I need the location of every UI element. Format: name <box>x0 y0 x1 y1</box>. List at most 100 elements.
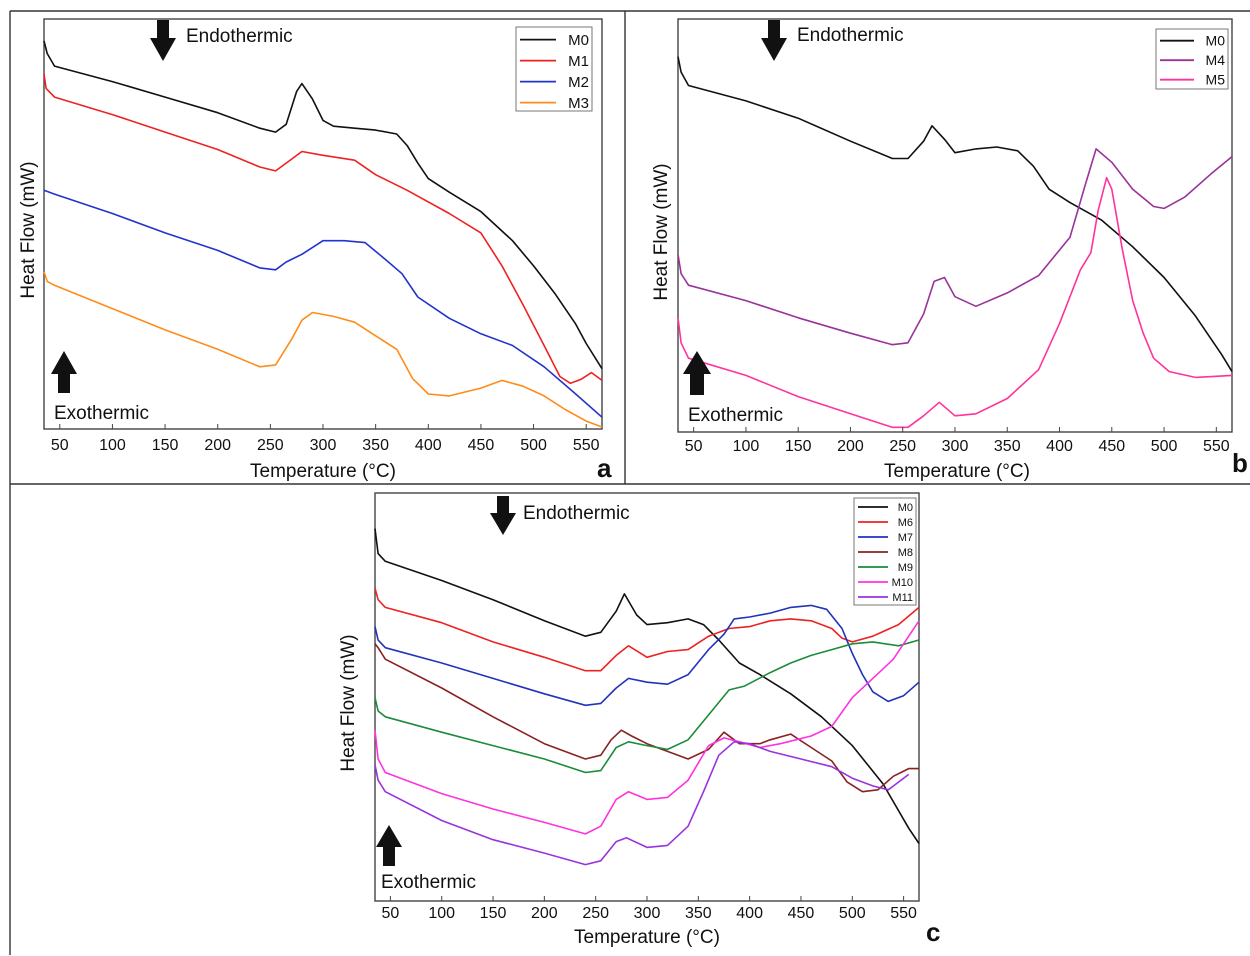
x-tick-label: 550 <box>573 437 600 454</box>
x-tick-label: 450 <box>468 437 495 454</box>
xlabel-c: Temperature (°C) <box>574 927 720 948</box>
legend-label-m11: M11 <box>892 592 913 604</box>
legend-label-m5: M5 <box>1206 72 1226 88</box>
xticks-a: 50 100 150 200 250 300 350 400 450 500 550 <box>51 424 600 454</box>
series-line-m7 <box>374 604 920 707</box>
x-tick-label: 100 <box>733 438 760 455</box>
up-arrow-icon <box>376 825 402 866</box>
series-line-m2 <box>43 189 603 418</box>
ylabel-a: Heat Flow (mW) <box>18 161 39 298</box>
up-arrow-icon <box>683 351 711 395</box>
x-tick-label: 250 <box>582 905 609 922</box>
endothermic-label-a: Endothermic <box>186 26 293 47</box>
x-tick-label: 200 <box>531 905 558 922</box>
exothermic-marker-a: Exothermic <box>51 351 149 424</box>
x-tick-label: 100 <box>428 905 455 922</box>
series-line-m8 <box>374 643 919 793</box>
panel-letter-a: a <box>597 453 612 483</box>
x-tick-label: 450 <box>1098 438 1125 455</box>
x-tick-label: 450 <box>788 905 815 922</box>
legend-label-m4: M4 <box>1206 52 1226 68</box>
x-tick-label: 300 <box>634 905 661 922</box>
xticks-b: 50 100 150 200 250 300 350 400 450 500 550 <box>685 427 1230 455</box>
down-arrow-icon <box>150 20 176 61</box>
x-tick-label: 150 <box>480 905 507 922</box>
x-tick-label: 550 <box>1203 438 1230 455</box>
x-tick-label: 500 <box>520 437 547 454</box>
legend-b: M0 M4 M5 <box>1155 28 1229 90</box>
endothermic-marker-a: Endothermic <box>150 20 293 61</box>
legend-label-m0: M0 <box>1206 33 1226 49</box>
x-tick-label: 250 <box>257 437 284 454</box>
legend-label-m3: M3 <box>568 95 589 112</box>
x-tick-label: 150 <box>785 438 812 455</box>
exothermic-marker-c: Exothermic <box>376 825 476 893</box>
series-line-m3 <box>43 271 603 428</box>
series-line-m4 <box>677 148 1233 346</box>
exothermic-label-c: Exothermic <box>381 872 476 893</box>
endothermic-label-b: Endothermic <box>797 25 904 46</box>
exothermic-marker-b: Exothermic <box>683 351 783 426</box>
x-tick-label: 400 <box>415 437 442 454</box>
legend-label-m7: M7 <box>898 532 913 544</box>
x-tick-label: 550 <box>890 905 917 922</box>
x-tick-label: 500 <box>839 905 866 922</box>
xticks-c: 50 100 150 200 250 300 350 400 450 500 550 <box>381 896 917 922</box>
x-tick-label: 500 <box>1151 438 1178 455</box>
x-tick-label: 200 <box>204 437 231 454</box>
ylabel-c: Heat Flow (mW) <box>338 634 359 771</box>
exothermic-label-a: Exothermic <box>54 403 149 424</box>
exothermic-label-b: Exothermic <box>688 405 783 426</box>
series-group-b <box>677 56 1233 429</box>
xlabel-a: Temperature (°C) <box>250 461 396 482</box>
x-tick-label: 400 <box>736 905 763 922</box>
endothermic-marker-b: Endothermic <box>761 20 904 61</box>
x-tick-label: 300 <box>310 437 337 454</box>
series-line-m11 <box>374 741 910 866</box>
down-arrow-icon <box>761 20 787 61</box>
legend-box <box>515 26 593 112</box>
x-tick-label: 150 <box>152 437 179 454</box>
x-tick-label: 300 <box>942 438 969 455</box>
x-tick-label: 350 <box>362 437 389 454</box>
panel-letter-b: b <box>1232 448 1248 478</box>
x-tick-label: 350 <box>994 438 1021 455</box>
series-line-m9 <box>374 639 920 774</box>
series-group-c <box>374 528 920 866</box>
series-line-m10 <box>374 620 920 835</box>
xlabel-b: Temperature (°C) <box>884 461 1030 482</box>
legend-label-m8: M8 <box>898 547 913 559</box>
endothermic-label-c: Endothermic <box>523 503 630 524</box>
series-line-m0 <box>677 56 1233 373</box>
legend-label-m2: M2 <box>568 74 589 91</box>
series-line-m0 <box>374 528 920 844</box>
x-tick-label: 250 <box>889 438 916 455</box>
up-arrow-icon <box>51 351 77 393</box>
chart-panel-a: 50 100 150 200 250 300 350 400 450 500 550 M0M1M2M… <box>18 18 612 483</box>
down-arrow-icon <box>490 496 516 535</box>
legend-label-m1: M1 <box>568 53 589 70</box>
series-line-m6 <box>374 587 920 672</box>
legend-a: M0 M1 M2 M3 <box>515 26 593 112</box>
series-line-m5 <box>677 176 1233 429</box>
panel-letter-c: c <box>926 917 940 947</box>
legend-c: M0 M6 M7 M8 M9 M10 M11 <box>853 497 917 606</box>
x-tick-label: 50 <box>51 437 69 454</box>
legend-label-m6: M6 <box>898 517 913 529</box>
chart-panel-b: 50 100 150 200 250 300 350 400 450 500 550 M0M4M5 … <box>651 18 1248 482</box>
series-line-m0 <box>43 40 603 370</box>
legend-label-m0: M0 <box>898 502 913 514</box>
series-group-a <box>43 40 603 428</box>
legend-label-m10: M10 <box>892 577 913 589</box>
x-tick-label: 50 <box>685 438 703 455</box>
x-tick-label: 400 <box>1046 438 1073 455</box>
x-tick-label: 50 <box>381 905 399 922</box>
x-tick-label: 100 <box>99 437 126 454</box>
x-tick-label: 350 <box>685 905 712 922</box>
series-line-m1 <box>43 73 603 385</box>
ylabel-b: Heat Flow (mW) <box>651 163 672 300</box>
x-tick-label: 200 <box>837 438 864 455</box>
plot-frame-b <box>677 18 1233 433</box>
legend-label-m9: M9 <box>898 562 913 574</box>
